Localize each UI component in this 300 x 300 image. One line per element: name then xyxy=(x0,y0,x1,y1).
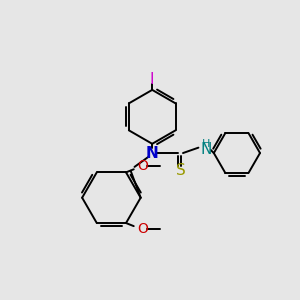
Text: I: I xyxy=(150,72,154,87)
Text: S: S xyxy=(176,163,186,178)
Text: H: H xyxy=(202,139,210,149)
Text: N: N xyxy=(146,146,159,160)
Text: N: N xyxy=(200,142,212,158)
Text: O: O xyxy=(137,159,148,173)
Text: O: O xyxy=(137,222,148,236)
